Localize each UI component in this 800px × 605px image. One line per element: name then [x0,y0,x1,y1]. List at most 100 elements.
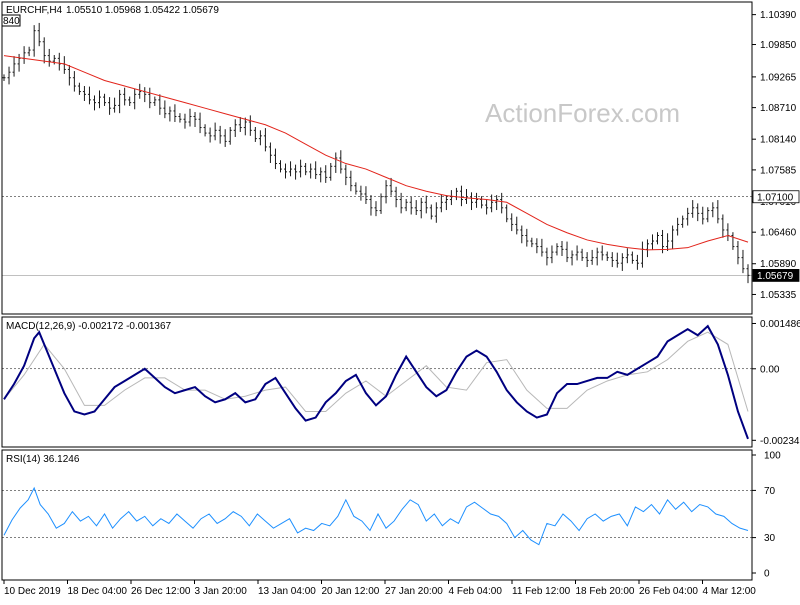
price-bar [82,86,86,101]
price-bar [424,195,428,214]
price-bar [103,93,107,106]
x-tick-label: 11 Feb 12:00 [512,586,571,597]
price-bar [359,185,363,201]
rsi-line [3,486,749,546]
price-symbol-label: EURCHF,H4 [6,5,63,16]
level-label-box [752,269,800,282]
x-tick-label: 18 Feb 20:00 [576,586,635,597]
macd-y-ticks: 0.001486 0.00 -0.002346 [752,319,800,447]
price-bar [555,243,559,256]
price-bar [248,115,252,136]
price-bar [304,162,308,176]
moving-average-line [3,55,749,251]
price-bar [329,162,333,181]
price-bar [706,207,710,223]
price-bar [92,95,96,111]
macd-tick-label: 0.001486 [760,319,800,330]
price-bar [741,249,745,274]
price-bar [470,192,474,211]
price-bar [32,25,36,57]
price-bar [284,163,288,179]
price-bar [650,234,654,250]
price-panel: ActionForex.com EURCHF,H4 1.05510 1.0596… [1,1,800,315]
price-bar [17,53,21,72]
price-bar [721,214,725,238]
price-bar [72,71,76,92]
macd-panel-frame [1,316,753,448]
price-bar [168,106,172,122]
price-bar [711,202,715,218]
price-bar [128,96,132,106]
price-bar [163,100,167,119]
price-bar [309,163,313,179]
x-tick-label: 4 Feb 04:00 [449,586,503,597]
macd-panel: MACD(12,26,9) -0.002172 -0.001367 0.0014… [1,316,800,448]
price-bar [314,161,318,180]
x-tick-label: 27 Jan 20:00 [385,586,443,597]
price-bar [203,124,207,137]
price-bar [208,127,212,143]
price-bar [414,200,418,216]
price-bar [746,264,750,284]
price-bar [238,117,242,132]
price-tick-label: 1.07585 [760,165,797,176]
price-bar [228,127,232,145]
price-bar [123,87,127,106]
price-bar [27,46,31,57]
price-bar [289,161,293,177]
price-bar [540,238,544,257]
price-tick-label: 1.06460 [760,228,797,239]
watermark: ActionForex.com [485,98,680,128]
price-bar [379,193,383,214]
price-bar [630,251,634,264]
price-bar [550,245,554,264]
x-tick-label: 4 Mar 12:00 [703,586,757,597]
price-bar [253,127,257,142]
x-tick-label: 26 Feb 04:00 [639,586,698,597]
price-bar [233,119,237,137]
price-bar [399,192,403,214]
price-bar [113,97,117,113]
price-bar [580,248,584,261]
price-bar [535,238,539,254]
price-bar [681,215,685,228]
price-bar [47,48,51,67]
price-bar [354,182,358,195]
price-bar [731,232,735,250]
price-bar [158,94,162,115]
corner-tag-box [1,14,21,27]
price-bar [590,249,594,265]
price-bar [42,37,46,64]
level-label-box [752,190,800,204]
x-tick-label: 10 Dec 2019 [4,586,61,597]
price-bar [263,128,267,152]
rsi-tick-label: 30 [764,533,776,544]
price-bar [198,112,202,134]
price-bar [223,129,227,147]
price-bar [530,237,534,248]
rsi-marks [3,486,749,546]
price-bar [258,130,262,146]
price-bar [324,165,328,183]
macd-signal-line [3,331,749,412]
price-bar [369,195,373,216]
price-bar [520,225,524,244]
price-bar [188,108,192,127]
price-bar [515,216,519,235]
price-bar [459,185,463,207]
price-bar [108,97,112,115]
price-tick-label: 1.08140 [760,135,797,146]
rsi-panel: RSI(14) 36.1246 100 70 30 0 [1,449,781,581]
price-bar [575,245,579,261]
price-bar [434,202,438,223]
price-bar [666,233,670,251]
price-tick-label: 1.05335 [760,290,797,301]
level-label: 1.07100 [757,192,794,203]
price-bar [57,52,61,71]
price-bar [218,125,222,144]
rsi-tick-label: 70 [764,486,776,497]
price-levels [2,196,752,276]
price-y-ticks: 1.10390 1.09850 1.09265 1.08710 1.08140 1.075… [752,10,800,301]
